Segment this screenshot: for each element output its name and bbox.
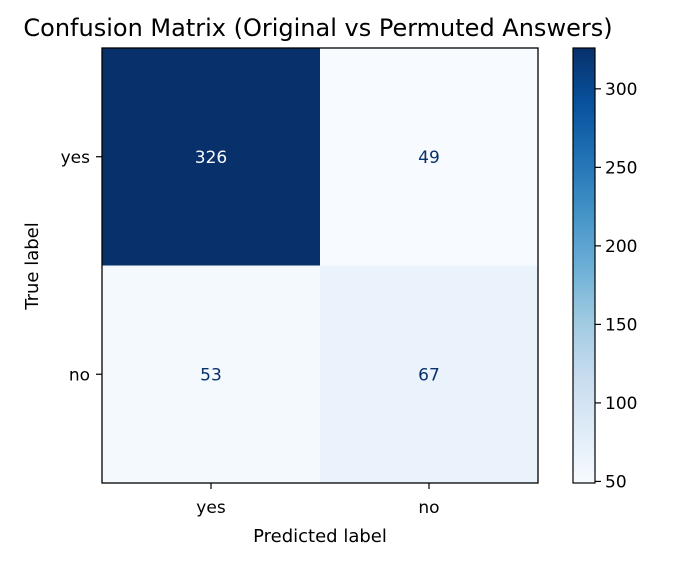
cell-value-label: 49 xyxy=(418,148,440,168)
y-axis-ticks: yes no xyxy=(61,148,102,385)
cell-value-label: 326 xyxy=(195,148,227,168)
colorbar-ticks: 50 100 150 200 250 300 xyxy=(595,80,637,492)
colorbar-tick-label: 50 xyxy=(605,472,627,492)
colorbar xyxy=(572,47,596,484)
heatmap-cells: 326 49 53 67 xyxy=(102,48,538,483)
colorbar-tick-label: 300 xyxy=(605,80,637,100)
x-tick-label: yes xyxy=(196,498,226,518)
cell-value-label: 67 xyxy=(418,365,440,385)
chart-title: Confusion Matrix (Original vs Permuted A… xyxy=(23,14,612,42)
heatmap-cell xyxy=(102,265,320,483)
heatmap-cell xyxy=(320,265,538,483)
x-axis-ticks: yes no xyxy=(196,483,440,518)
y-tick-label: yes xyxy=(61,148,91,168)
x-axis-label: Predicted label xyxy=(253,526,387,547)
colorbar-tick-label: 100 xyxy=(605,394,637,414)
colorbar-tick-label: 250 xyxy=(605,158,637,178)
y-tick-label: no xyxy=(69,365,90,385)
heatmap-cell xyxy=(320,48,538,266)
x-tick-label: no xyxy=(418,498,439,518)
y-axis-label: True label xyxy=(22,222,43,311)
cell-value-label: 53 xyxy=(200,365,222,385)
colorbar-tick-label: 150 xyxy=(605,315,637,335)
plot-frame xyxy=(101,47,539,484)
heatmap-cell xyxy=(102,48,320,266)
colorbar-tick-label: 200 xyxy=(605,237,637,257)
